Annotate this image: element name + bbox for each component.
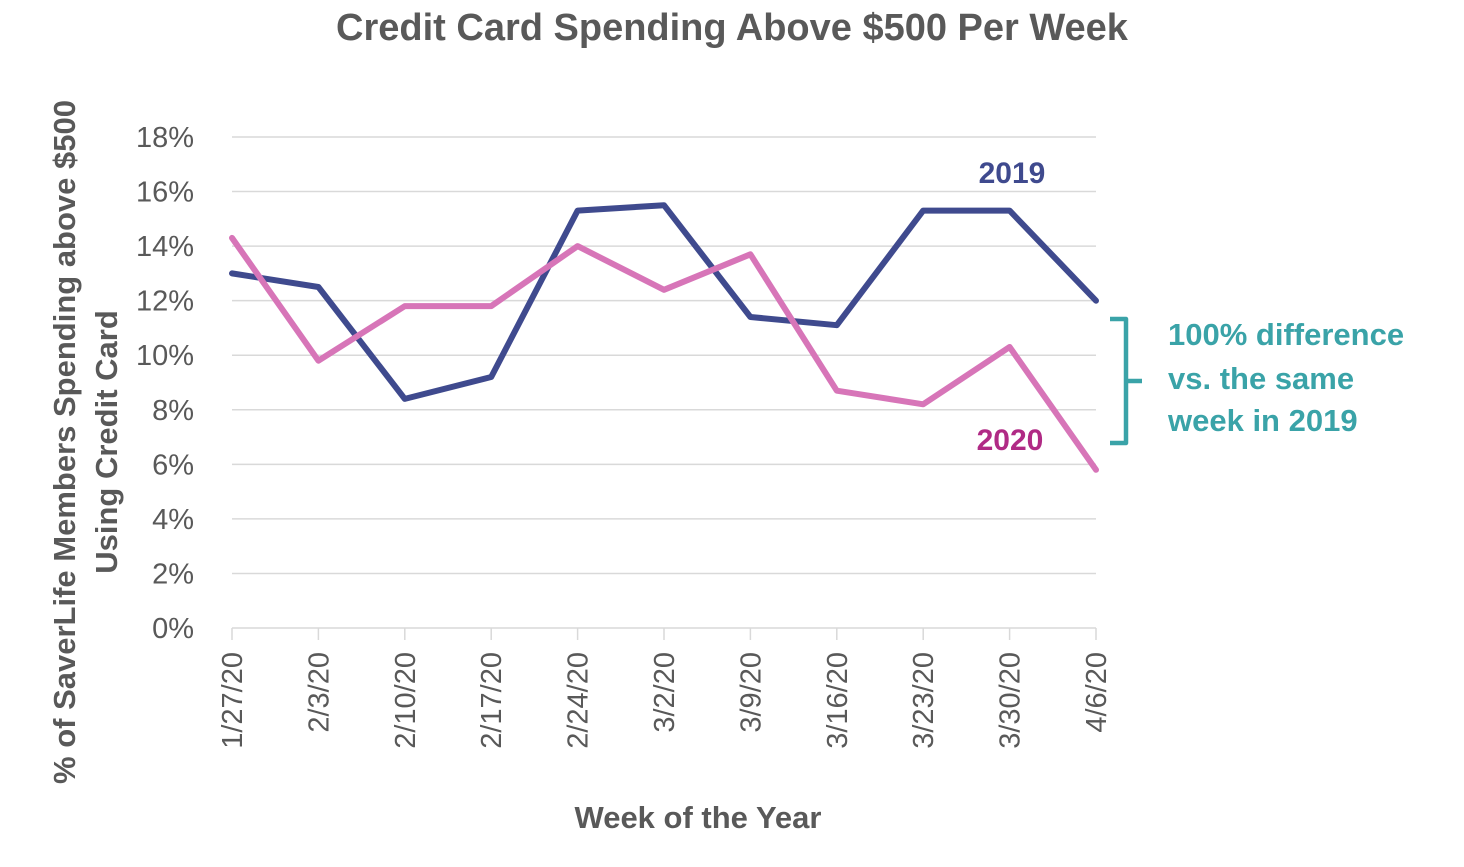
- chart-title: Credit Card Spending Above $500 Per Week: [336, 7, 1129, 49]
- x-tick-label: 2/24/20: [563, 652, 595, 749]
- x-axis-label: Week of the Year: [575, 800, 822, 835]
- annotation-line-2: vs. the same: [1168, 361, 1354, 396]
- x-tick-label: 3/30/20: [995, 652, 1027, 749]
- series-2020-point: [402, 303, 408, 309]
- series-2019-point: [402, 396, 408, 402]
- x-tick-label: 1/27/20: [217, 652, 249, 749]
- y-axis-label-line-2: Using Credit Card: [89, 310, 124, 574]
- series-2020-point: [661, 287, 667, 293]
- difference-bracket: [1110, 316, 1142, 446]
- series-2020-point: [1093, 467, 1099, 473]
- series-2019-point: [920, 208, 926, 214]
- series-2020-point: [834, 388, 840, 394]
- series-2020-point: [575, 243, 581, 249]
- series-2019-point: [1007, 208, 1013, 214]
- x-tick-label: 3/23/20: [908, 652, 940, 749]
- x-tick-label: 2/3/20: [303, 652, 335, 733]
- series-2020-point: [488, 303, 494, 309]
- x-tick-label: 2/17/20: [476, 652, 508, 749]
- difference-annotation: 100% difference vs. the same week in 201…: [1110, 316, 1404, 446]
- series-2020-point: [747, 251, 753, 257]
- series-2020-line: [229, 234, 1099, 473]
- x-tick-label: 3/2/20: [649, 652, 681, 733]
- y-tick-label: 4%: [152, 504, 194, 536]
- series-2020-point: [229, 235, 235, 241]
- y-tick-label: 8%: [152, 395, 194, 427]
- y-tick-label: 10%: [136, 340, 194, 372]
- series-2019-point: [1093, 298, 1099, 304]
- series-2019-point: [229, 270, 235, 276]
- y-tick-label: 18%: [136, 122, 194, 154]
- y-tick-label: 2%: [152, 558, 194, 590]
- gridlines: [232, 136, 1096, 629]
- y-tick-label: 0%: [152, 613, 194, 645]
- x-axis-ticks: 1/27/20 2/3/20 2/10/20 2/17/20 2/24/20 3/2/20…: [217, 628, 1113, 749]
- series-2020-point: [315, 358, 321, 364]
- y-tick-label: 14%: [136, 231, 194, 263]
- x-tick-label: 3/9/20: [735, 652, 767, 733]
- x-tick-label: 3/16/20: [822, 652, 854, 749]
- annotation-line-1: 100% difference: [1168, 317, 1404, 352]
- series-2019-point: [747, 314, 753, 320]
- series-2019-point: [661, 202, 667, 208]
- x-tick-label: 4/6/20: [1081, 652, 1113, 733]
- series-2020-point: [1007, 344, 1013, 350]
- y-tick-label: 12%: [136, 286, 194, 318]
- x-tick-label: 2/10/20: [390, 652, 422, 749]
- y-axis-label-line-1: % of SaverLife Members Spending above $5…: [47, 100, 82, 784]
- series-2019-label: 2019: [979, 157, 1046, 190]
- series-2019-point: [488, 374, 494, 380]
- y-tick-label: 16%: [136, 177, 194, 209]
- series-2020-point: [920, 401, 926, 407]
- series-lines: [229, 202, 1099, 473]
- y-axis-label: % of SaverLife Members Spending above $5…: [47, 100, 124, 784]
- series-2019-point: [575, 208, 581, 214]
- series-2020-label: 2020: [977, 424, 1044, 457]
- y-axis-ticks: 0% 2% 4% 6% 8% 10% 12% 14% 16% 18%: [136, 122, 194, 645]
- series-2019-line: [229, 202, 1099, 402]
- series-2019-point: [834, 322, 840, 328]
- y-tick-label: 6%: [152, 449, 194, 481]
- series-2019-point: [315, 284, 321, 290]
- annotation-line-3: week in 2019: [1167, 403, 1358, 438]
- series-labels: 2019 2020: [977, 157, 1046, 457]
